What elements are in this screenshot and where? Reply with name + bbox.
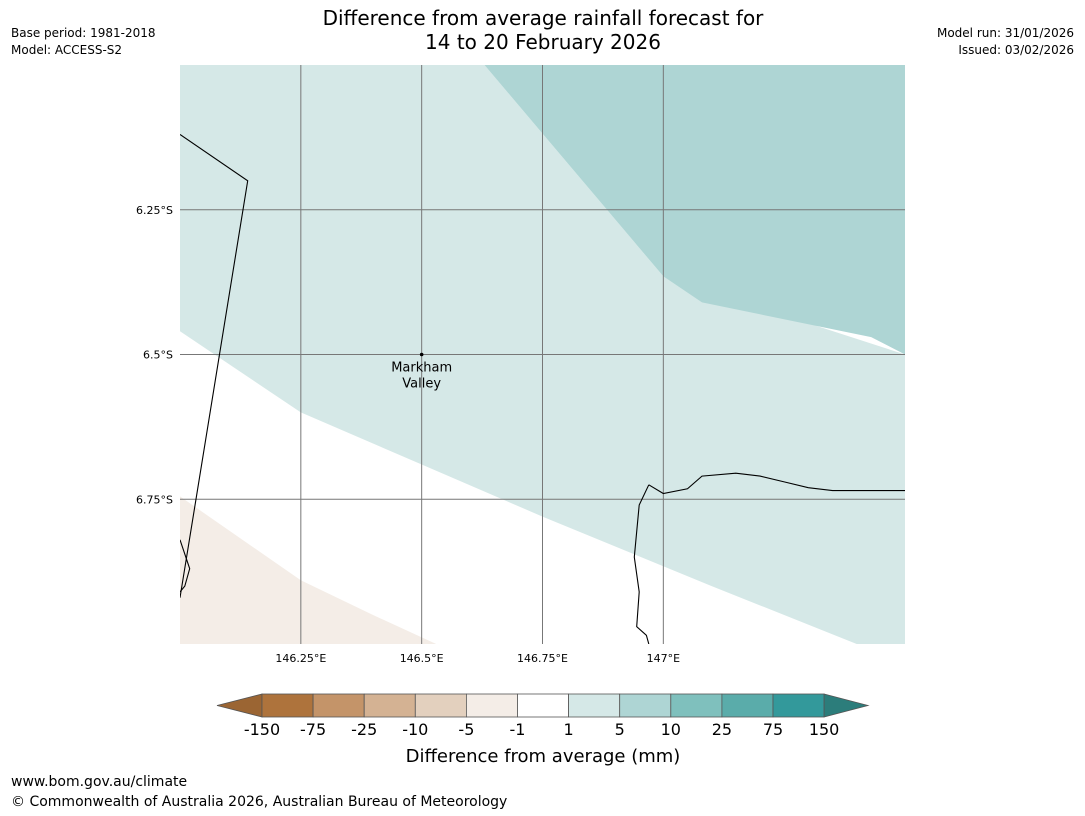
location-dot	[419, 352, 424, 357]
colorbar-label-3: -10	[402, 720, 428, 739]
colorbar-extend-low	[216, 693, 263, 718]
issued-date: Issued: 03/02/2026	[958, 43, 1074, 57]
colorbar-segment-3	[414, 693, 467, 718]
coastline-west-coast	[180, 539, 191, 593]
colorbar-label-8: 10	[661, 720, 681, 739]
lat-label-2: 6.75°S	[136, 493, 173, 506]
map-title: Difference from average rainfall forecas…	[243, 6, 843, 54]
colorbar-label-2: -25	[351, 720, 377, 739]
meta-left: Base period: 1981-2018 Model: ACCESS-S2	[11, 25, 156, 59]
title-line-2: 14 to 20 February 2026	[425, 30, 661, 54]
lon-label-1: 146.5°E	[400, 652, 444, 665]
coastline-east-coast	[648, 472, 905, 495]
colorbar-segment-8	[670, 693, 723, 718]
footer-url[interactable]: www.bom.gov.au/climate	[11, 774, 188, 790]
colorbar-segment-1	[312, 693, 365, 718]
colorbar-label-7: 5	[615, 720, 625, 739]
coastline-river	[633, 484, 650, 644]
colorbar-title: Difference from average (mm)	[406, 746, 681, 767]
colorbar-label-1: -75	[300, 720, 326, 739]
location-label-line-2: Valley	[402, 377, 441, 392]
location-label-line-1: Markham	[391, 361, 452, 376]
colorbar-label-10: 75	[763, 720, 783, 739]
colorbar-segment-0	[261, 693, 314, 718]
lat-label-0: 6.25°S	[136, 204, 173, 217]
map-area: 6.25°S 6.5°S 6.75°S 146.25°E 146.5°E 146.75°…	[136, 65, 905, 665]
colorbar-segment-6	[568, 693, 621, 718]
colorbar-segments	[216, 693, 870, 718]
base-period: Base period: 1981-2018	[11, 26, 156, 40]
colorbar-tick-labels: -150 -75 -25 -10 -5 -1 1 5 10 25 75 150	[244, 720, 840, 739]
title-line-1: Difference from average rainfall forecas…	[322, 6, 764, 30]
colorbar-label-11: 150	[809, 720, 840, 739]
footer-copyright: © Commonwealth of Australia 2026, Austra…	[11, 794, 508, 810]
colorbar-segment-7	[619, 693, 672, 718]
latitude-labels: 6.25°S 6.5°S 6.75°S	[136, 204, 173, 507]
region-2	[180, 496, 437, 644]
coastline-border	[180, 134, 249, 598]
colorbar-segment-5	[517, 693, 569, 718]
colorbar-label-5: -1	[510, 720, 526, 739]
lat-label-1: 6.5°S	[143, 349, 173, 362]
colorbar-segment-2	[363, 693, 416, 718]
colorbar-label-6: 1	[564, 720, 574, 739]
colorbar-extend-high	[823, 693, 870, 718]
model-run: Model run: 31/01/2026	[936, 26, 1074, 40]
colorbar-segment-10	[772, 693, 825, 718]
colorbar-label-4: -5	[458, 720, 474, 739]
colorbar-segment-9	[721, 693, 774, 718]
colorbar-label-0: -150	[244, 720, 280, 739]
lon-label-2: 146.75°E	[517, 652, 568, 665]
colorbar: -150 -75 -25 -10 -5 -1 1 5 10 25 75 150 Difference …	[216, 693, 870, 767]
location-marker: Markham Valley	[391, 352, 452, 392]
coastlines	[180, 134, 905, 644]
longitude-labels: 146.25°E 146.5°E 146.75°E 147°E	[275, 652, 680, 665]
meta-right: Model run: 31/01/2026 Issued: 03/02/2026	[937, 25, 1074, 59]
lon-label-3: 147°E	[647, 652, 680, 665]
colorbar-label-9: 25	[712, 720, 732, 739]
lon-label-0: 146.25°E	[275, 652, 326, 665]
model-name: Model: ACCESS-S2	[11, 43, 123, 57]
colorbar-segment-4	[465, 693, 518, 718]
